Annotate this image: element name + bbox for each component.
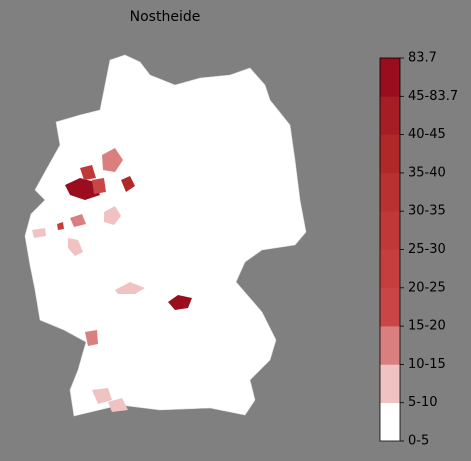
colorbar-segment bbox=[380, 249, 400, 289]
colorbar-label: 30-35 bbox=[408, 204, 446, 219]
region bbox=[168, 295, 192, 310]
colorbar-segment bbox=[380, 287, 400, 327]
colorbar-label: 20-25 bbox=[408, 280, 446, 295]
colorbar-segment bbox=[380, 172, 400, 212]
region bbox=[32, 228, 46, 238]
region bbox=[85, 330, 98, 346]
country-outline bbox=[24, 54, 307, 417]
region bbox=[57, 222, 64, 230]
colorbar-segment bbox=[380, 364, 400, 403]
region bbox=[115, 282, 145, 294]
colorbar-label: 45-83.7 bbox=[408, 89, 458, 104]
region bbox=[80, 165, 96, 180]
colorbar-segment bbox=[380, 326, 400, 365]
region bbox=[68, 238, 83, 256]
map-title: Nostheide bbox=[130, 9, 201, 25]
colorbar-label: 0-5 bbox=[408, 434, 429, 449]
colorbar-label: 83.7 bbox=[408, 51, 437, 66]
colorbar: 0-5 5-10 10-15 15-20 20-25 25-30 30-35 35-40 40-… bbox=[379, 51, 458, 449]
colorbar-label: 5-10 bbox=[408, 395, 438, 410]
colorbar-label: 15-20 bbox=[408, 319, 446, 334]
region bbox=[70, 214, 86, 227]
colorbar-segment bbox=[380, 402, 400, 442]
colorbar-segment bbox=[380, 134, 400, 174]
region bbox=[92, 388, 112, 404]
colorbar-segment bbox=[380, 58, 400, 97]
colorbar-segment bbox=[380, 96, 400, 135]
colorbar-label: 40-45 bbox=[408, 127, 446, 142]
region bbox=[65, 178, 100, 200]
highlighted-regions bbox=[32, 148, 192, 412]
colorbar-label: 10-15 bbox=[408, 357, 446, 372]
region bbox=[102, 148, 123, 172]
region bbox=[104, 206, 121, 225]
colorbar-label: 35-40 bbox=[408, 165, 446, 180]
region bbox=[108, 398, 128, 412]
region bbox=[121, 176, 135, 192]
region bbox=[92, 178, 106, 194]
colorbar-segment bbox=[380, 211, 400, 250]
colorbar-label: 25-30 bbox=[408, 242, 446, 257]
